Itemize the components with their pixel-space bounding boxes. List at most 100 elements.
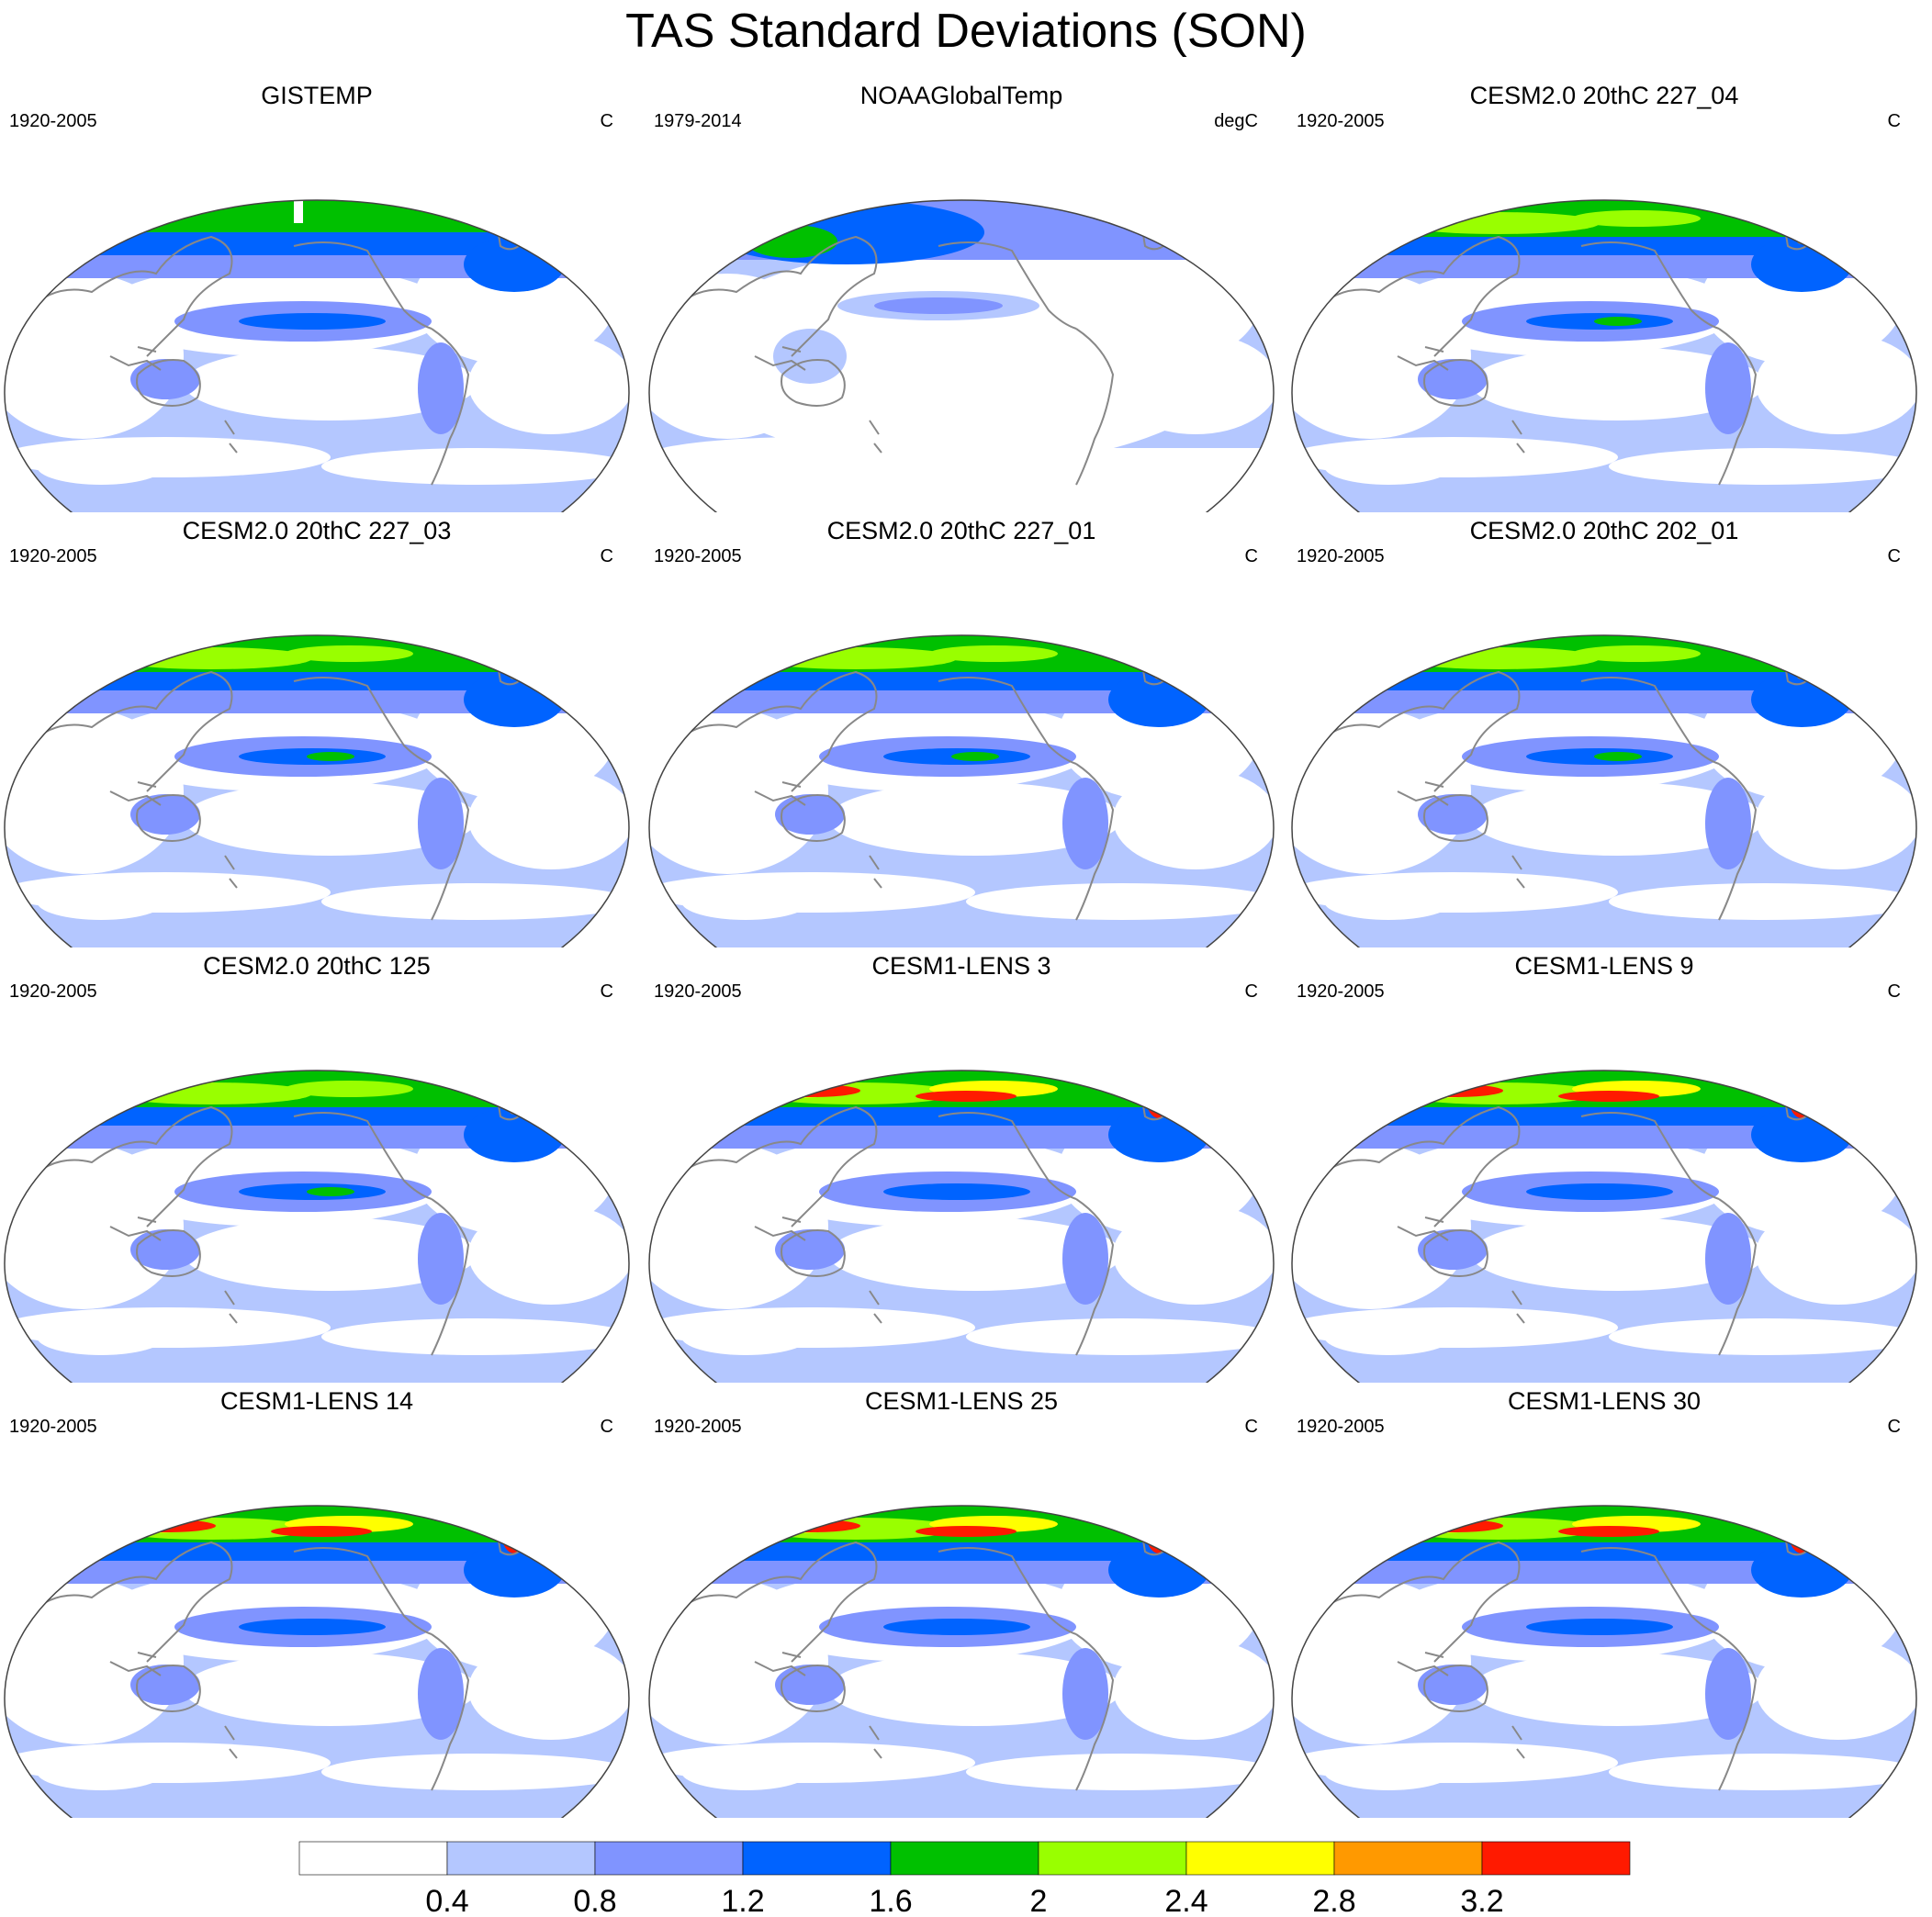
map-plot [1291,199,1917,512]
canada-peak-region [1558,1091,1659,1102]
australia-region [775,1229,845,1270]
coastline [27,1541,233,1663]
panel-period: 1920-2005 [9,981,97,1002]
panel-period: 1920-2005 [654,546,742,566]
low-variability-region [468,1639,629,1740]
map-plot [1291,1070,1917,1383]
coastline [224,1290,238,1324]
low-variability-region [686,246,1237,466]
low-variability-region [184,347,477,420]
coastline [938,241,1077,330]
map-panel: CESM1-LENS 9 1920-2005 C [1287,951,1921,1383]
map-boundary [4,634,630,947]
panel-units: C [600,981,613,1002]
equatorial-pacific-core [1526,1619,1673,1635]
south-america-region [418,342,464,434]
coastline [869,855,882,889]
south-america-region [1062,1648,1108,1740]
panel-title: CESM1-LENS 3 [871,952,1051,980]
equatorial-pacific-max [307,752,354,761]
panel-units: C [1887,546,1901,566]
equatorial-pacific-core [239,1619,386,1635]
equatorial-pacific-max [1594,317,1642,326]
south-america-region [418,1648,464,1740]
map-plot [1291,1505,1917,1818]
canada-high-region [1572,645,1701,662]
canada-high-region [929,645,1058,662]
map-panel: CESM1-LENS 14 1920-2005 C [0,1386,634,1818]
low-variability-region [1609,1318,1916,1355]
coastline [1580,1547,1720,1635]
missing-data-strip [294,200,303,223]
low-variability-region [1609,1754,1916,1790]
panel-units: degC [1214,111,1258,131]
equatorial-pacific-core [883,1619,1030,1635]
coastline [1075,1198,1115,1356]
map-panel: CESM2.0 20thC 227_03 1920-2005 C [0,516,634,947]
coastline [293,1547,432,1635]
coastline [1314,235,1521,357]
map-plot [648,1505,1275,1818]
map-boundary [648,1505,1275,1818]
panel-title: NOAAGlobalTemp [859,82,1063,109]
canada-peak-region [1558,1526,1659,1537]
equatorial-pacific-max [307,1187,354,1196]
coastline [1423,1665,1488,1712]
low-variability-region [1324,448,1453,485]
coastline [1580,1112,1720,1200]
low-variability-region [1756,333,1916,434]
colorbar-swatch [742,1841,892,1876]
panel-period: 1979-2014 [654,111,742,131]
low-variability-region [1609,448,1916,485]
panel-period: 1920-2005 [654,981,742,1002]
panel-units: C [600,1417,613,1437]
coastline [431,763,470,921]
coastline [431,1633,470,1791]
low-variability-region [1756,1204,1916,1305]
map-plot [4,1505,630,1818]
panel-units: C [600,111,613,131]
coastline [1511,1725,1525,1759]
low-variability-region [681,883,810,920]
coastline [671,235,878,357]
australia-region [130,359,200,399]
map-boundary [4,199,630,512]
low-variability-region [321,448,629,485]
coastline [27,670,233,792]
australia-region [130,794,200,835]
colorbar-tick-label: 1.6 [869,1884,912,1917]
map-panel: CESM2.0 20thC 227_04 1920-2005 C [1287,81,1921,512]
coastline [1718,1198,1758,1356]
panel-units: C [1244,546,1258,566]
coastline [224,1725,238,1759]
panel-title: GISTEMP [261,82,373,109]
low-variability-region [1324,1754,1453,1790]
canada-peak-region [915,1526,1017,1537]
coastline [27,1105,233,1228]
canada-high-region [1572,210,1701,227]
panel-title: CESM2.0 20thC 227_04 [1469,82,1739,109]
coastline [754,346,806,371]
coastline [109,1216,162,1241]
panel-title: CESM1-LENS 9 [1514,952,1694,980]
coastline [781,1229,846,1277]
colorbar-swatch [594,1841,744,1876]
colorbar-swatch [1333,1841,1483,1876]
coastline [1511,1290,1525,1324]
colorbar-swatch [1481,1841,1631,1876]
low-variability-region [681,1318,810,1355]
coastline [109,781,162,806]
coastline [136,794,201,842]
low-variability-region [321,883,629,920]
colorbar-swatch [890,1841,1039,1876]
coastline [1423,1229,1488,1277]
coastline [781,1665,846,1712]
panel-units: C [1887,1417,1901,1437]
colorbar-swatch [446,1841,596,1876]
map-plot [4,199,630,512]
coastline [938,677,1077,765]
map-panel: GISTEMP 1920-2005 C [0,81,634,512]
map-plot [648,1070,1275,1383]
coastline [136,1229,201,1277]
coastline [224,420,238,454]
